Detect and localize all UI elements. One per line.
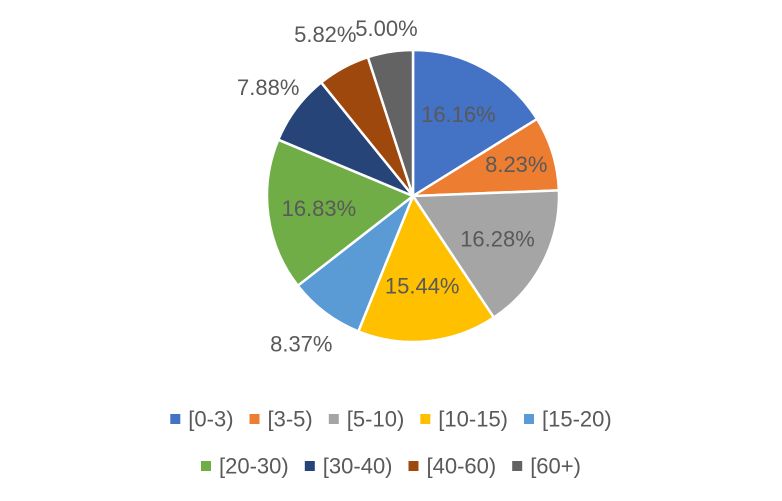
legend-label-7: [30-40): [323, 454, 393, 479]
legend-label-2: [3-5): [268, 407, 313, 432]
legend-item-6: [20-30): [201, 454, 289, 479]
legend-label-8: [40-60): [427, 454, 497, 479]
pie-slice-9: [366, 48, 415, 198]
legend-item-3: [5-10): [328, 407, 404, 432]
legend: [0-3) [3-5) [5-10) [10-15) [15-20) [20-30) [30…: [170, 407, 612, 479]
data-label-7: 7.88%: [237, 75, 299, 100]
legend-item-4: [10-15): [420, 407, 508, 432]
legend-marker-4: [420, 414, 431, 424]
data-label-9: 5.00%: [355, 16, 417, 41]
legend-marker-9: [512, 461, 523, 471]
data-label-1: 16.16%: [421, 102, 496, 127]
legend-item-8: [40-60): [408, 454, 497, 479]
legend-item-9: [60+): [512, 454, 581, 479]
data-label-5: 8.37%: [270, 332, 332, 357]
pie-slice-6: [265, 138, 415, 287]
legend-marker-3: [328, 414, 339, 424]
pie-slice-3: [411, 189, 561, 319]
pie-slice-4: [357, 194, 496, 344]
legend-marker-5: [524, 414, 534, 424]
legend-item-1: [0-3): [170, 407, 234, 432]
legend-marker-6: [201, 461, 211, 471]
data-label-8: 5.82%: [294, 22, 356, 47]
legend-label-1: [0-3): [188, 407, 233, 432]
legend-item-7: [30-40): [304, 454, 393, 479]
legend-marker-8: [408, 461, 419, 471]
pie-slices: [265, 48, 561, 344]
legend-label-9: [60+): [530, 454, 581, 479]
data-label-3: 16.28%: [460, 227, 535, 252]
legend-item-5: [15-20): [524, 407, 612, 432]
legend-label-4: [10-15): [438, 407, 508, 432]
legend-label-3: [5-10): [347, 407, 404, 432]
legend-marker-1: [170, 414, 181, 424]
legend-item-2: [3-5): [249, 407, 313, 432]
data-label-2: 8.23%: [485, 152, 547, 177]
data-label-6: 16.83%: [282, 196, 357, 221]
legend-label-6: [20-30): [219, 454, 289, 479]
pie-slice-1: [411, 48, 539, 198]
data-labels: 16.16% 8.23% 16.28%15.44% 8.37% 16.83% 7.88% 5…: [237, 16, 547, 356]
legend-marker-2: [249, 414, 260, 424]
legend-marker-7: [304, 461, 315, 471]
data-label-4: 15.44%: [385, 274, 460, 299]
legend-label-5: [15-20): [542, 407, 612, 432]
